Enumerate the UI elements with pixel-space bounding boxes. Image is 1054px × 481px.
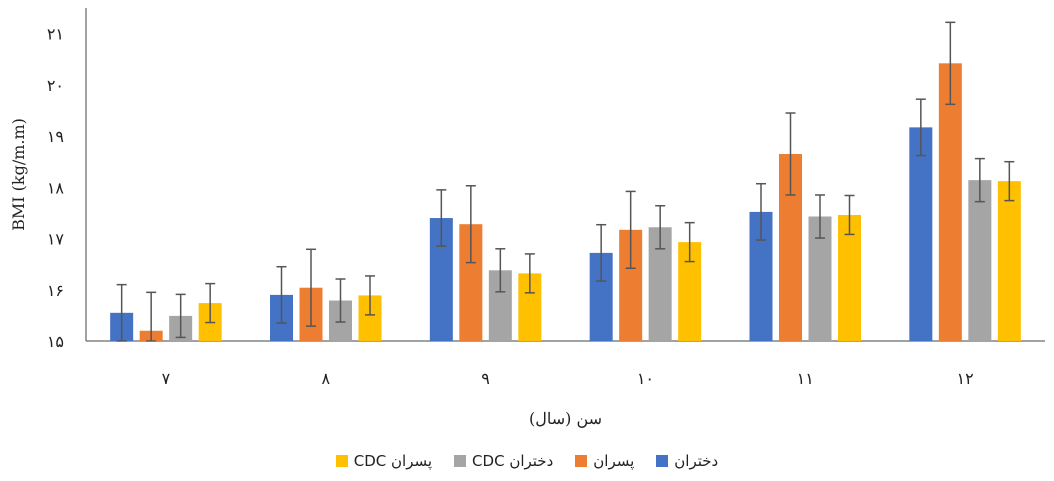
bar [619,229,643,341]
error-bar [276,265,287,324]
error-bars [116,21,1015,342]
y-tick-label: ۱۵ [47,332,64,351]
error-bar [205,282,216,324]
legend-label: دختران [674,452,719,470]
legend-item: پسران [575,452,634,470]
bar [488,270,512,341]
error-bar [756,182,766,241]
bar [838,214,861,341]
error-bar [306,248,316,327]
y-tick-label: ۱۷ [47,230,65,249]
bar [749,211,773,341]
error-bar [495,248,506,293]
error-bar [785,112,796,196]
error-bar [684,221,695,263]
error-bar [524,253,535,294]
legend-label: دختران CDC [472,452,554,470]
error-bar [116,283,127,342]
bar [997,181,1021,341]
x-tick-label: ۸ [321,369,330,388]
bar-series [110,63,1021,342]
error-bar [974,157,985,203]
x-tick-label: ۱۰ [637,369,654,388]
bar [648,227,672,341]
error-bar [844,194,855,236]
x-tick-label: ۷ [162,369,171,388]
bar [779,154,802,341]
bar [518,273,542,341]
bar [938,63,962,342]
error-bar [175,293,186,339]
error-bar [915,98,926,157]
legend-swatch [656,455,669,467]
y-axis-title: BMI (kg/m.m) [9,118,28,231]
legend-label: پسران CDC [353,452,433,470]
error-bar [335,278,346,323]
error-bar [436,189,447,247]
y-tick-labels: ۱۵ ۱۶ ۱۷ ۱۸ ۱۹ ۲۰ ۲۱ [47,25,65,351]
x-tick-label: ۱۲ [956,369,973,388]
x-tick-labels: ۷ ۸ ۹ ۱۰ ۱۱ ۱۲ [162,369,974,388]
error-bar [1004,160,1015,202]
error-bar [945,21,956,106]
x-axis-title: سن (سال) [529,409,602,428]
legend-item: دختران CDC [454,452,553,470]
legend-swatch [454,455,467,467]
legend-label: پسران [593,452,635,470]
legend-item: دختران [656,452,718,470]
x-tick-label: ۹ [481,369,490,388]
legend-swatch [575,455,588,467]
error-bar [625,190,636,270]
error-bar [596,223,607,282]
error-bar [815,194,825,239]
legend-item: پسران CDC [335,452,433,470]
bar [678,242,702,341]
bar [909,127,933,341]
error-bar [146,291,157,342]
error-bar [365,275,375,316]
y-tick-label: ۱۸ [47,178,65,197]
error-bar [655,205,666,250]
bar [459,224,483,341]
bar [968,180,992,341]
chart-legend: دختران پسران دختران CDC پسران CDC [0,452,1054,470]
y-tick-label: ۱۶ [47,281,64,300]
x-tick-label: ۱۱ [797,369,814,388]
error-bar [465,185,476,264]
y-tick-label: ۲۱ [47,25,64,44]
bar [808,216,832,341]
bar [589,252,613,341]
y-tick-label: ۲۰ [47,76,64,95]
legend-swatch [335,455,348,467]
y-tick-label: ۱۹ [47,127,64,146]
bar [429,218,453,341]
bar [358,295,382,341]
